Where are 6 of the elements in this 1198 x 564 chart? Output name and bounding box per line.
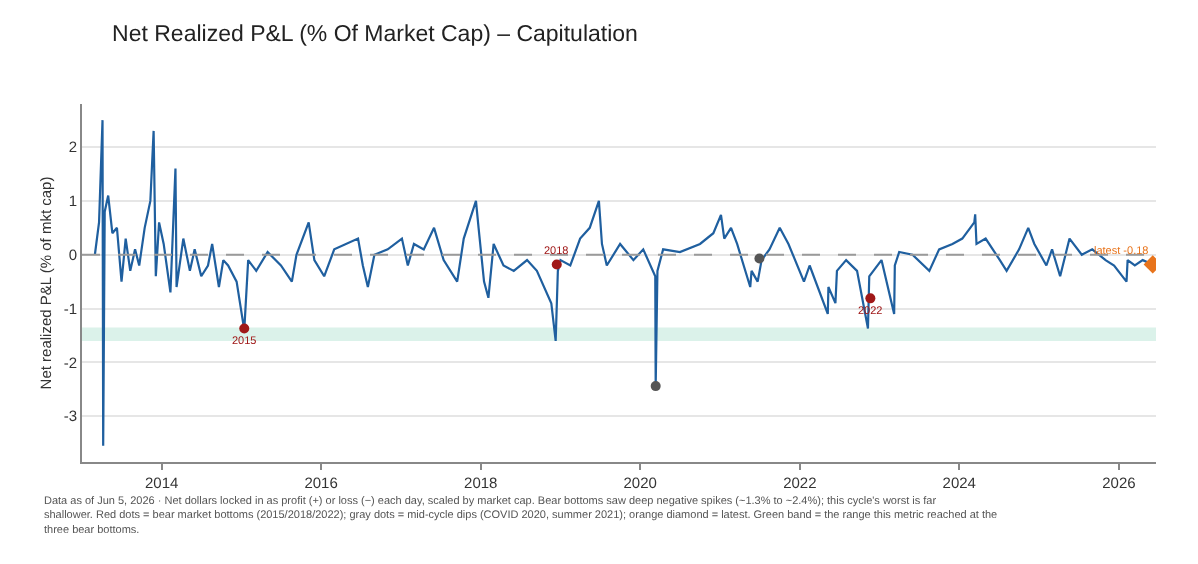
point — [650, 381, 661, 392]
chart-title: Net Realized P&L (% Of Market Cap) – Capitulation — [112, 23, 638, 48]
point — [754, 253, 765, 264]
point — [551, 259, 562, 270]
point — [865, 293, 876, 304]
point — [239, 323, 250, 334]
